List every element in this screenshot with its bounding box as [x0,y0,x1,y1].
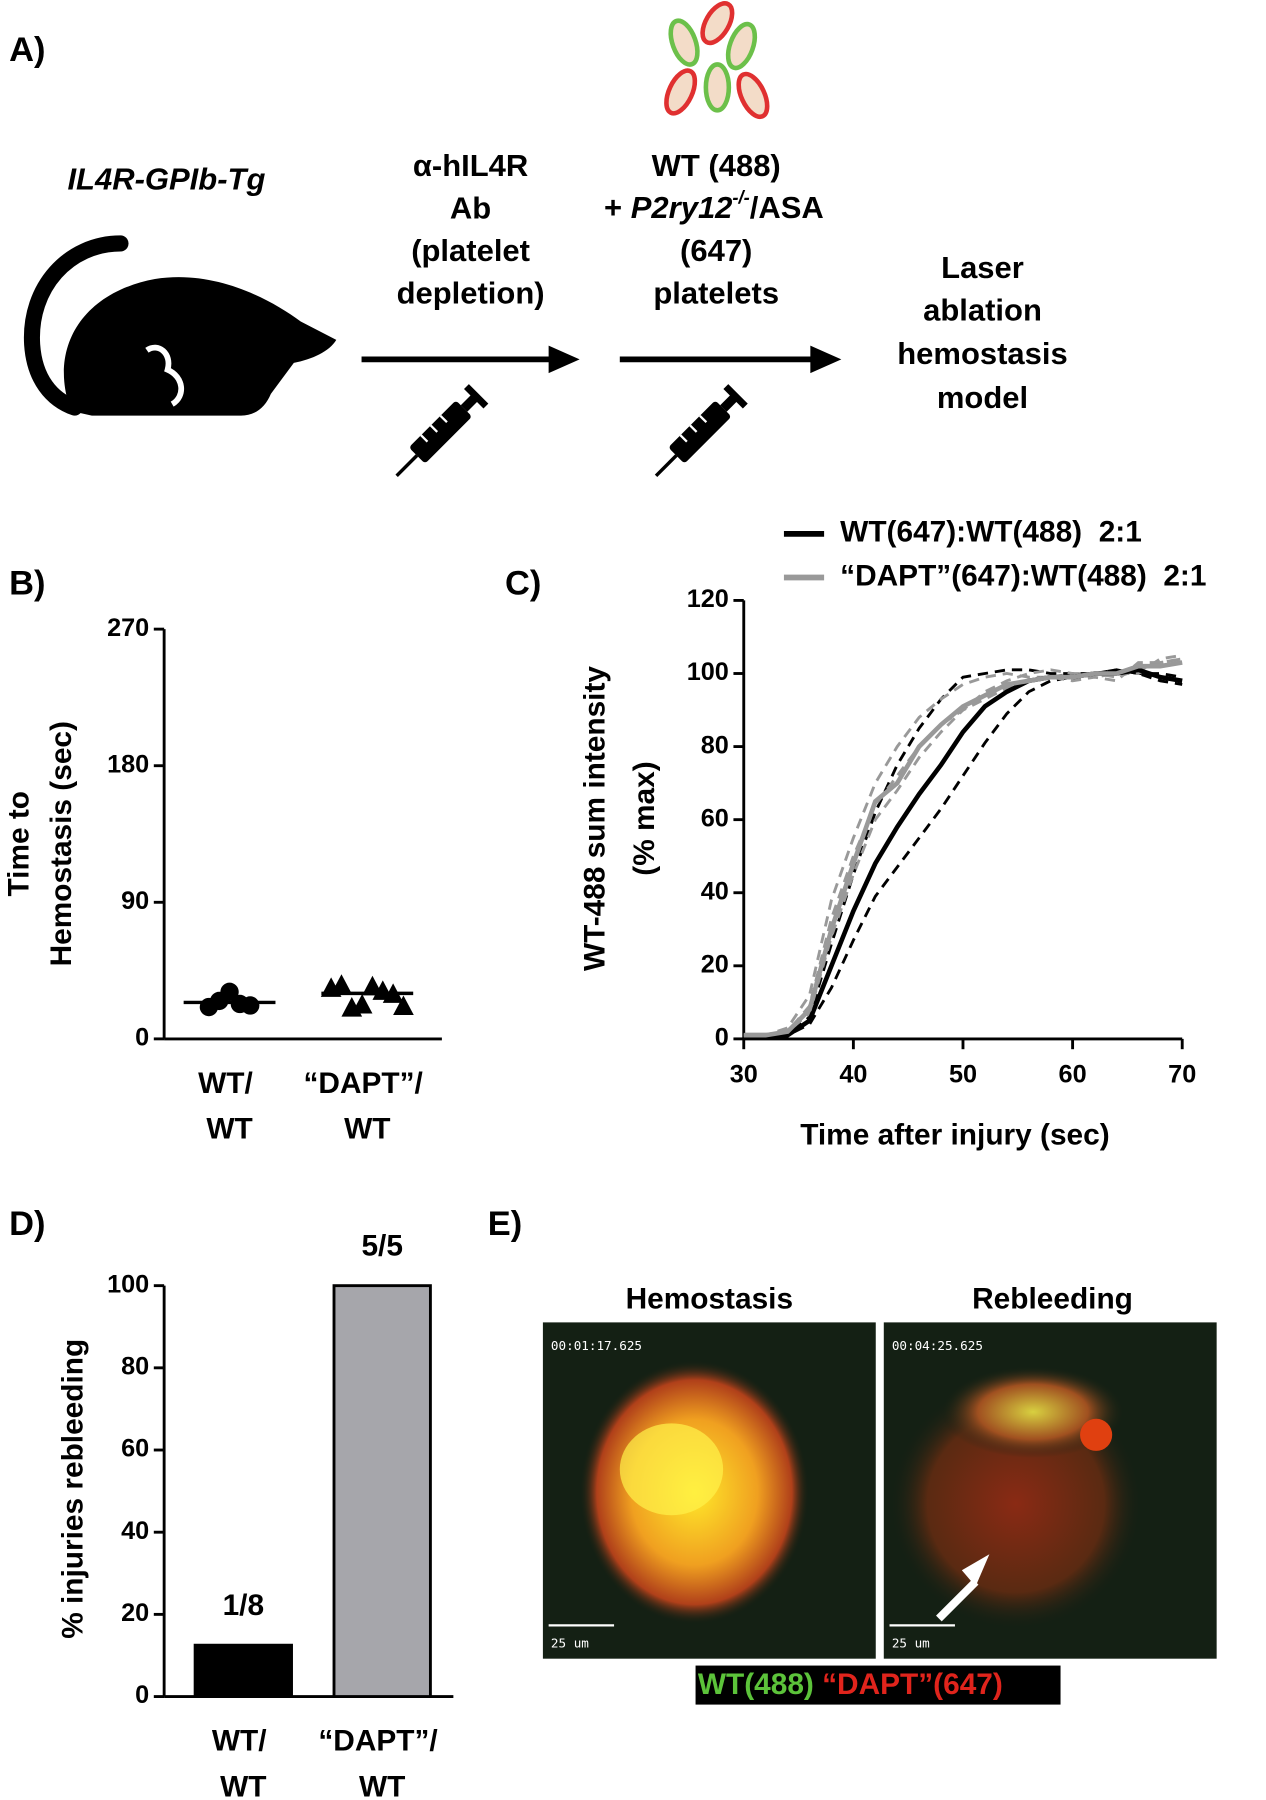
text-part: + [604,190,631,225]
point [393,995,414,1016]
y-axis-label: WT-488 sum intensity [579,666,612,971]
line [743,668,1183,1037]
y-tick-label: 0 [715,1024,729,1052]
caption-red: “DAPT”(647) [814,1668,1003,1701]
timestamp: 00:04:25.625 [892,1338,983,1353]
micrograph [542,1322,876,1659]
y-tick-label: 180 [107,750,149,778]
bar [193,1643,293,1698]
panel-label: E) [488,1205,522,1243]
step-label: Laser [941,250,1024,285]
mouse-label: IL4R-GPIb-Tg [67,162,265,197]
step1-text: α-hIL4R Ab (platelet depletion) [397,148,545,310]
point [351,994,373,1014]
syringe [395,384,489,478]
scale-label: 25 um [892,1635,930,1650]
y-tick-label: 40 [701,877,729,905]
y-tick-label: 100 [687,658,729,686]
line [743,668,1183,1037]
step-label: Ab [450,190,491,225]
image-title: Rebleeding [972,1282,1133,1315]
step-label: WT (488) [652,148,781,183]
x-tick-label: 70 [1168,1060,1196,1088]
step3-text: Laser ablation hemostasis model [897,250,1068,415]
text-part: /ASA [750,190,824,225]
caption-box [695,1665,1061,1705]
step-label: hemostasis [897,336,1068,371]
y-axis-label: % injuries rebleeding [56,1339,89,1639]
x-tick-label: WT/ WT [198,1067,261,1146]
panel-label: C) [505,565,541,603]
panel-label: A) [9,31,45,69]
step2-text: WT (488) + P2ry12-/-/ASA (647) platelets [604,148,824,310]
caption-green: WT(488) [698,1668,814,1701]
step-label: ablation [923,293,1042,328]
step-label: depletion) [397,275,545,310]
y-axis-label: Hemostasis (sec) [45,721,78,966]
point [241,996,260,1015]
step-label: (647) [680,233,752,268]
y-tick-label: 90 [121,887,149,915]
y-tick-label: 80 [121,1353,149,1381]
x-tick-label: 50 [949,1060,977,1088]
y-tick-label: 60 [121,1435,149,1463]
platelets-icon [664,1,770,120]
panel-label: D) [9,1205,45,1243]
value-label: 5/5 [361,1230,402,1263]
x-tick-label: 30 [730,1060,758,1088]
micrograph [883,1322,1217,1659]
x-tick-label: WT/ WT [212,1724,275,1800]
value-label: 1/8 [223,1589,264,1622]
step-label: (platelet [411,233,530,268]
mouse-icon [24,235,337,416]
y-tick-label: 270 [107,614,149,642]
step-label: platelets [653,275,779,310]
x-tick-label: “DAPT”/ WT [318,1724,446,1800]
x-tick-label: 60 [1059,1060,1087,1088]
y-tick-label: 20 [701,950,729,978]
step-label: + P2ry12-/-/ASA [604,187,824,226]
y-axis-label: Time to [3,791,36,897]
panel-label: B) [9,565,45,603]
y-tick-label: 120 [687,585,729,613]
y-tick-label: 40 [121,1517,149,1545]
y-tick-label: 20 [121,1599,149,1627]
y-tick-label: 0 [135,1024,149,1052]
syringe [654,384,748,478]
step-label: α-hIL4R [413,148,528,183]
y-tick-label: 0 [135,1681,149,1709]
y-tick-label: 100 [107,1270,149,1298]
line [743,653,1183,1037]
x-axis-label: Time after injury (sec) [800,1118,1109,1151]
line [743,657,1183,1037]
caption: WT(488) “DAPT”(647) [698,1668,1003,1701]
legend-label: “DAPT”(647):WT(488) 2:1 [840,559,1206,592]
scale-label: 25 um [551,1635,589,1650]
point [220,982,239,1002]
point [331,974,352,994]
timestamp: 00:01:17.625 [551,1338,642,1353]
bar [332,1284,432,1698]
line [743,667,1183,1038]
legend-label: WT(647):WT(488) 2:1 [840,516,1142,549]
x-tick-label: 40 [839,1060,867,1088]
x-tick-label: “DAPT”/ WT [303,1067,431,1146]
line [743,657,1183,1037]
y-tick-label: 60 [701,804,729,832]
y-tick-label: 80 [701,731,729,759]
y-axis-label: (% max) [628,761,661,875]
arrows [361,345,842,374]
image-title: Hemostasis [626,1282,793,1315]
superscript: -/- [732,187,749,208]
line [743,660,1183,1038]
step-label: model [937,380,1028,415]
gene: P2ry12 [631,190,733,225]
